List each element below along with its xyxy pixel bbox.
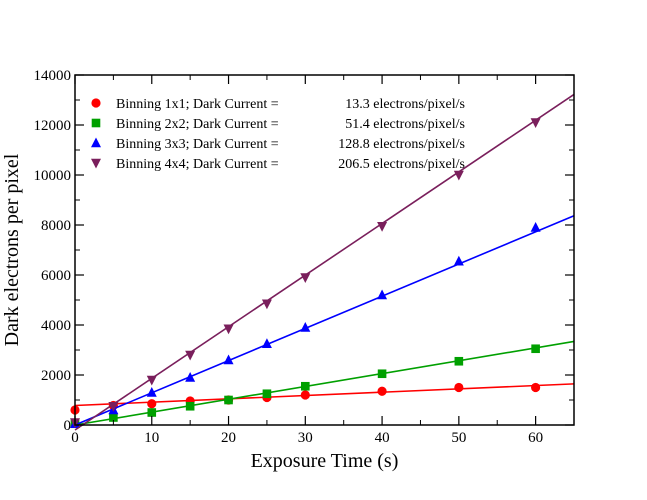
y-tick-label: 2000 bbox=[41, 368, 71, 384]
legend-label: Binning 3x3; Dark Current = bbox=[116, 137, 279, 152]
series-4 bbox=[70, 93, 575, 431]
y-tick-label: 14000 bbox=[34, 68, 72, 84]
data-point bbox=[300, 273, 311, 283]
x-tick-label: 50 bbox=[451, 430, 466, 446]
legend-value: 13.3 electrons/pixel/s bbox=[345, 97, 465, 112]
axis-layer: 0 10 20 30 40 50 60 0 2000 4000 6000 8000 10000 12000… bbox=[34, 68, 574, 446]
data-point bbox=[146, 387, 157, 397]
data-point bbox=[146, 375, 157, 386]
data-point bbox=[223, 324, 234, 335]
y-tick-label: 4000 bbox=[41, 318, 71, 334]
x-tick-label: 10 bbox=[144, 430, 159, 446]
x-axis-title: Exposure Time (s) bbox=[251, 450, 399, 472]
data-point bbox=[531, 382, 541, 393]
data-point bbox=[185, 401, 195, 411]
data-point bbox=[530, 118, 541, 128]
data-point bbox=[453, 170, 464, 181]
x-tick-label: 30 bbox=[298, 430, 313, 446]
legend-entry-2: Binning 2x2; Dark Current = 51.4 electron… bbox=[91, 117, 465, 132]
legend-marker bbox=[91, 118, 101, 128]
fit-line bbox=[74, 93, 575, 431]
legend-label: Binning 2x2; Dark Current = bbox=[116, 117, 279, 132]
data-point bbox=[377, 369, 387, 379]
data-point bbox=[185, 372, 196, 382]
legend: Binning 1x1; Dark Current = 13.3 electron… bbox=[91, 97, 465, 172]
series-layer bbox=[70, 93, 575, 431]
data-point bbox=[262, 389, 272, 399]
data-point bbox=[531, 344, 540, 354]
legend-entry-4: Binning 4x4; Dark Current = 206.5 electro… bbox=[91, 157, 465, 172]
legend-label: Binning 1x1; Dark Current = bbox=[116, 97, 279, 112]
data-point bbox=[300, 322, 311, 332]
data-point bbox=[453, 255, 464, 266]
data-point bbox=[454, 382, 464, 393]
legend-value: 128.8 electrons/pixel/s bbox=[338, 137, 465, 152]
series-2 bbox=[70, 340, 575, 429]
data-point bbox=[377, 289, 388, 300]
data-point bbox=[147, 408, 157, 417]
y-tick-label: 12000 bbox=[34, 118, 72, 134]
legend-entry-1: Binning 1x1; Dark Current = 13.3 electron… bbox=[91, 97, 465, 112]
data-point bbox=[530, 222, 541, 232]
legend-marker bbox=[91, 98, 101, 108]
y-axis-title: Dark electrons per pixel bbox=[1, 153, 23, 346]
fit-line bbox=[74, 340, 575, 426]
legend-value: 51.4 electrons/pixel/s bbox=[345, 117, 465, 132]
legend-value: 206.5 electrons/pixel/s bbox=[338, 157, 465, 172]
y-tick-label: 6000 bbox=[41, 268, 71, 284]
x-tick-label: 60 bbox=[528, 430, 543, 446]
data-point bbox=[377, 222, 388, 232]
data-point bbox=[454, 356, 464, 366]
x-tick-label: 40 bbox=[375, 430, 390, 446]
series-1 bbox=[70, 382, 575, 415]
x-tick-label: 0 bbox=[71, 430, 79, 446]
data-point bbox=[261, 338, 272, 348]
series-3 bbox=[70, 214, 575, 428]
fit-line bbox=[74, 383, 575, 407]
data-point bbox=[300, 390, 310, 400]
data-point bbox=[224, 395, 233, 405]
data-point bbox=[223, 354, 234, 365]
legend-entry-3: Binning 3x3; Dark Current = 128.8 electro… bbox=[91, 137, 465, 152]
data-point bbox=[377, 386, 387, 396]
data-point bbox=[261, 299, 272, 310]
data-point bbox=[109, 413, 118, 422]
legend-marker bbox=[91, 137, 101, 148]
data-point bbox=[147, 399, 157, 409]
y-tick-label: 10000 bbox=[34, 168, 72, 184]
legend-label: Binning 4x4; Dark Current = bbox=[116, 157, 279, 172]
y-tick-label: 8000 bbox=[41, 218, 71, 234]
legend-marker bbox=[91, 158, 101, 169]
fit-line bbox=[74, 214, 575, 426]
data-point bbox=[108, 402, 119, 412]
x-tick-label: 20 bbox=[221, 430, 236, 446]
data-point bbox=[301, 381, 310, 391]
y-tick-label: 0 bbox=[64, 418, 72, 434]
data-point bbox=[185, 350, 196, 361]
